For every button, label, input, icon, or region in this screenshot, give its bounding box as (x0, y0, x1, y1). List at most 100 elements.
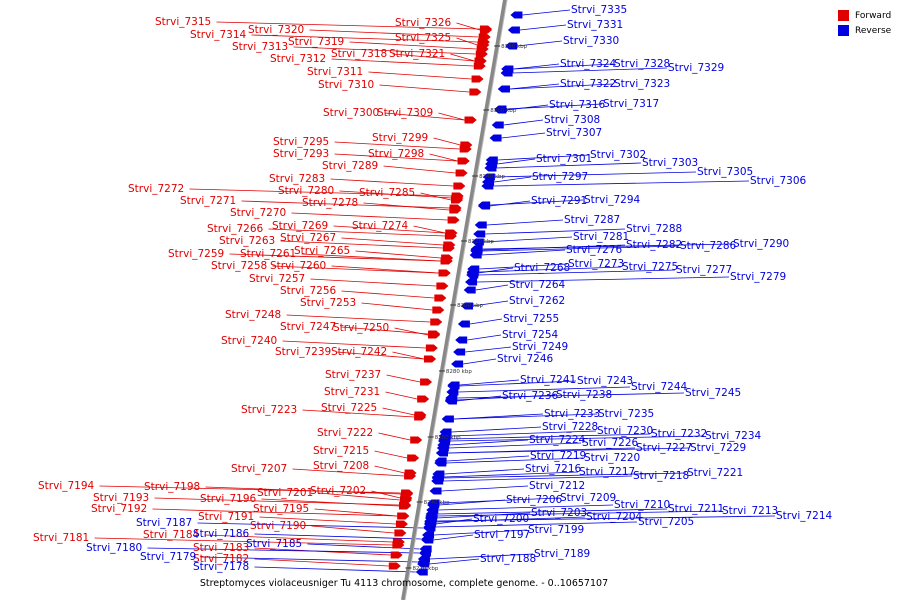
gene-label[interactable]: Strvi_7248 (225, 309, 281, 321)
gene-label[interactable]: Strvi_7186 (193, 528, 250, 540)
gene-label[interactable]: Strvi_7244 (631, 381, 688, 393)
gene-label[interactable]: Strvi_7326 (395, 17, 452, 29)
gene-label[interactable]: Strvi_7239 (275, 346, 331, 358)
gene-label[interactable]: Strvi_7258 (211, 260, 267, 272)
gene-label[interactable]: Strvi_7324 (560, 58, 617, 70)
gene-label[interactable]: Strvi_7221 (687, 467, 743, 479)
gene-label[interactable]: Strvi_7329 (668, 62, 724, 74)
gene-label[interactable]: Strvi_7294 (584, 194, 641, 206)
gene-label[interactable]: Strvi_7232 (651, 428, 707, 440)
gene-label[interactable]: Strvi_7234 (705, 430, 762, 442)
gene-label[interactable]: Strvi_7256 (280, 285, 337, 297)
gene-label[interactable]: Strvi_7307 (546, 127, 602, 139)
gene-label[interactable]: Strvi_7187 (136, 517, 192, 529)
gene-label[interactable]: Strvi_7272 (128, 183, 184, 195)
gene-label[interactable]: Strvi_7180 (86, 542, 142, 554)
gene-label[interactable]: Strvi_7238 (556, 389, 612, 401)
gene-label[interactable]: Strvi_7328 (614, 58, 670, 70)
gene-label[interactable]: Strvi_7267 (280, 232, 336, 244)
gene-label[interactable]: Strvi_7220 (584, 452, 640, 464)
gene-label[interactable]: Strvi_7250 (333, 322, 389, 334)
gene-label[interactable]: Strvi_7310 (318, 79, 374, 91)
gene-label[interactable]: Strvi_7257 (249, 273, 305, 285)
gene-label[interactable]: Strvi_7254 (502, 329, 559, 341)
gene-label[interactable]: Strvi_7222 (317, 427, 373, 439)
gene-label[interactable]: Strvi_7253 (300, 297, 356, 309)
gene-label[interactable]: Strvi_7264 (509, 279, 566, 291)
gene-label[interactable]: Strvi_7224 (529, 434, 586, 446)
gene-label[interactable]: Strvi_7192 (91, 503, 147, 515)
gene-label[interactable]: Strvi_7318 (331, 48, 387, 60)
gene-label[interactable]: Strvi_7285 (359, 187, 415, 199)
gene-label[interactable]: Strvi_7268 (514, 262, 570, 274)
gene-label[interactable]: Strvi_7216 (525, 463, 582, 475)
gene-label[interactable]: Strvi_7249 (512, 341, 568, 353)
gene-label[interactable]: Strvi_7204 (586, 511, 643, 523)
gene-label[interactable]: Strvi_7200 (473, 513, 529, 525)
gene-label[interactable]: Strvi_7236 (502, 390, 559, 402)
gene-label[interactable]: Strvi_7228 (542, 421, 598, 433)
gene-label[interactable]: Strvi_7181 (33, 532, 89, 544)
gene-label[interactable]: Strvi_7247 (280, 321, 336, 333)
gene-label[interactable]: Strvi_7246 (497, 353, 554, 365)
gene-label[interactable]: Strvi_7193 (93, 492, 149, 504)
gene-label[interactable]: Strvi_7299 (372, 132, 428, 144)
gene-label[interactable]: Strvi_7271 (180, 195, 236, 207)
gene-label[interactable]: Strvi_7197 (474, 529, 530, 541)
gene-label[interactable]: Strvi_7266 (207, 223, 264, 235)
gene-label[interactable]: Strvi_7320 (248, 24, 304, 36)
gene-label[interactable]: Strvi_7210 (614, 499, 670, 511)
gene-label[interactable]: Strvi_7189 (534, 548, 590, 560)
gene-label[interactable]: Strvi_7206 (506, 494, 563, 506)
gene-label[interactable]: Strvi_7291 (531, 195, 587, 207)
gene-label[interactable]: Strvi_7323 (614, 78, 670, 90)
gene-label[interactable]: Strvi_7331 (567, 19, 623, 31)
gene-label[interactable]: Strvi_7201 (257, 487, 313, 499)
gene-label[interactable]: Strvi_7303 (642, 157, 698, 169)
gene-label[interactable]: Strvi_7275 (622, 261, 678, 273)
gene-label[interactable]: Strvi_7270 (230, 207, 286, 219)
gene-label[interactable]: Strvi_7191 (198, 511, 254, 523)
gene-label[interactable]: Strvi_7293 (273, 148, 329, 160)
gene-label[interactable]: Strvi_7245 (685, 387, 741, 399)
gene-label[interactable]: Strvi_7190 (250, 520, 306, 532)
gene-label[interactable]: Strvi_7290 (733, 238, 789, 250)
gene-label[interactable]: Strvi_7214 (776, 510, 833, 522)
gene-label[interactable]: Strvi_7261 (240, 248, 296, 260)
gene-label[interactable]: Strvi_7315 (155, 16, 211, 28)
gene-label[interactable]: Strvi_7225 (321, 402, 377, 414)
gene-label[interactable]: Strvi_7281 (573, 231, 629, 243)
gene-label[interactable]: Strvi_7308 (544, 114, 600, 126)
gene-label[interactable]: Strvi_7287 (564, 214, 620, 226)
gene-label[interactable]: Strvi_7219 (530, 450, 586, 462)
gene-label[interactable]: Strvi_7280 (278, 185, 334, 197)
gene-label[interactable]: Strvi_7231 (324, 386, 380, 398)
gene-label[interactable]: Strvi_7311 (307, 66, 363, 78)
gene-label[interactable]: Strvi_7188 (480, 553, 536, 565)
gene-label[interactable]: Strvi_7259 (168, 248, 224, 260)
gene-label[interactable]: Strvi_7317 (603, 98, 659, 110)
gene-label[interactable]: Strvi_7298 (368, 148, 424, 160)
gene-label[interactable]: Strvi_7288 (626, 223, 682, 235)
gene-label[interactable]: Strvi_7235 (598, 408, 654, 420)
gene-label[interactable]: Strvi_7207 (231, 463, 287, 475)
gene-label[interactable]: Strvi_7178 (193, 561, 249, 573)
gene-label[interactable]: Strvi_7306 (750, 175, 807, 187)
gene-label[interactable]: Strvi_7229 (690, 442, 746, 454)
gene-label[interactable]: Strvi_7227 (636, 442, 692, 454)
gene-label[interactable]: Strvi_7321 (389, 48, 445, 60)
gene-label[interactable]: Strvi_7240 (221, 335, 277, 347)
gene-label[interactable]: Strvi_7314 (190, 29, 247, 41)
gene-label[interactable]: Strvi_7322 (560, 78, 616, 90)
gene-label[interactable]: Strvi_7179 (140, 551, 196, 563)
gene-label[interactable]: Strvi_7212 (529, 480, 585, 492)
gene-label[interactable]: Strvi_7198 (144, 481, 200, 493)
gene-label[interactable]: Strvi_7208 (313, 460, 369, 472)
gene-label[interactable]: Strvi_7276 (566, 244, 623, 256)
gene-label[interactable]: Strvi_7195 (253, 503, 309, 515)
gene-label[interactable]: Strvi_7297 (532, 171, 588, 183)
gene-label[interactable]: Strvi_7316 (549, 99, 606, 111)
gene-label[interactable]: Strvi_7325 (395, 32, 451, 44)
gene-label[interactable]: Strvi_7312 (270, 53, 326, 65)
gene-label[interactable]: Strvi_7184 (143, 529, 200, 541)
